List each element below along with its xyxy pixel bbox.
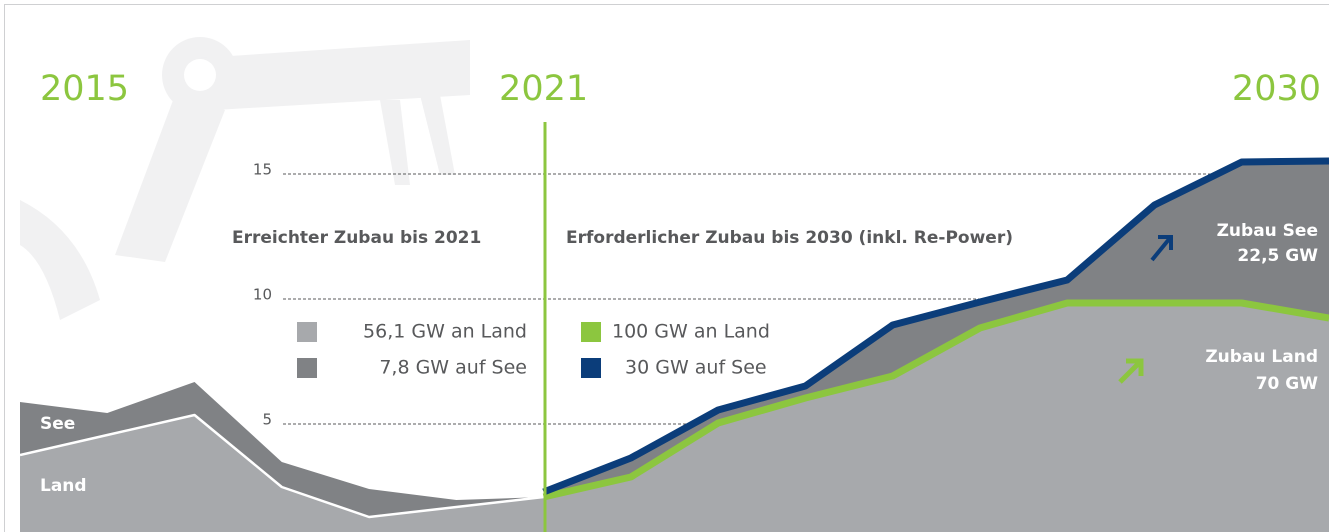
legend-label: 30 GW auf See xyxy=(625,357,767,379)
annotation: Zubau See xyxy=(1217,221,1318,241)
y-tick-label: 10 xyxy=(253,286,272,304)
annotation: Land xyxy=(40,476,87,496)
legend-label: 7,8 GW auf See xyxy=(379,357,527,379)
windmill-hub xyxy=(184,59,216,91)
legend-swatch xyxy=(297,322,317,342)
y-tick-label: 5 xyxy=(262,411,272,429)
annotation: 22,5 GW xyxy=(1237,246,1318,266)
y-tick-label: 15 xyxy=(253,161,272,179)
annotation: See xyxy=(40,414,75,434)
annotation: Erreichter Zubau bis 2021 xyxy=(232,228,481,248)
legend-label: 56,1 GW an Land xyxy=(363,321,527,343)
annotation: Zubau Land xyxy=(1205,347,1318,367)
annotation: 70 GW xyxy=(1256,374,1319,394)
legend-label: 100 GW an Land xyxy=(612,321,770,343)
legend-swatch xyxy=(297,358,317,378)
x-tick-label: 2015 xyxy=(40,69,129,109)
x-tick-label: 2030 xyxy=(1232,69,1321,109)
plot-area xyxy=(20,161,1329,532)
x-tick-label: 2021 xyxy=(499,69,588,109)
legend-swatch xyxy=(581,322,601,342)
chart: 5 10 15 2015 2021 2030 56,1 GW an Land 7,8 GW a… xyxy=(0,0,1329,532)
legend-swatch xyxy=(581,358,601,378)
annotation: Erforderlicher Zubau bis 2030 (inkl. Re-… xyxy=(566,228,1013,248)
